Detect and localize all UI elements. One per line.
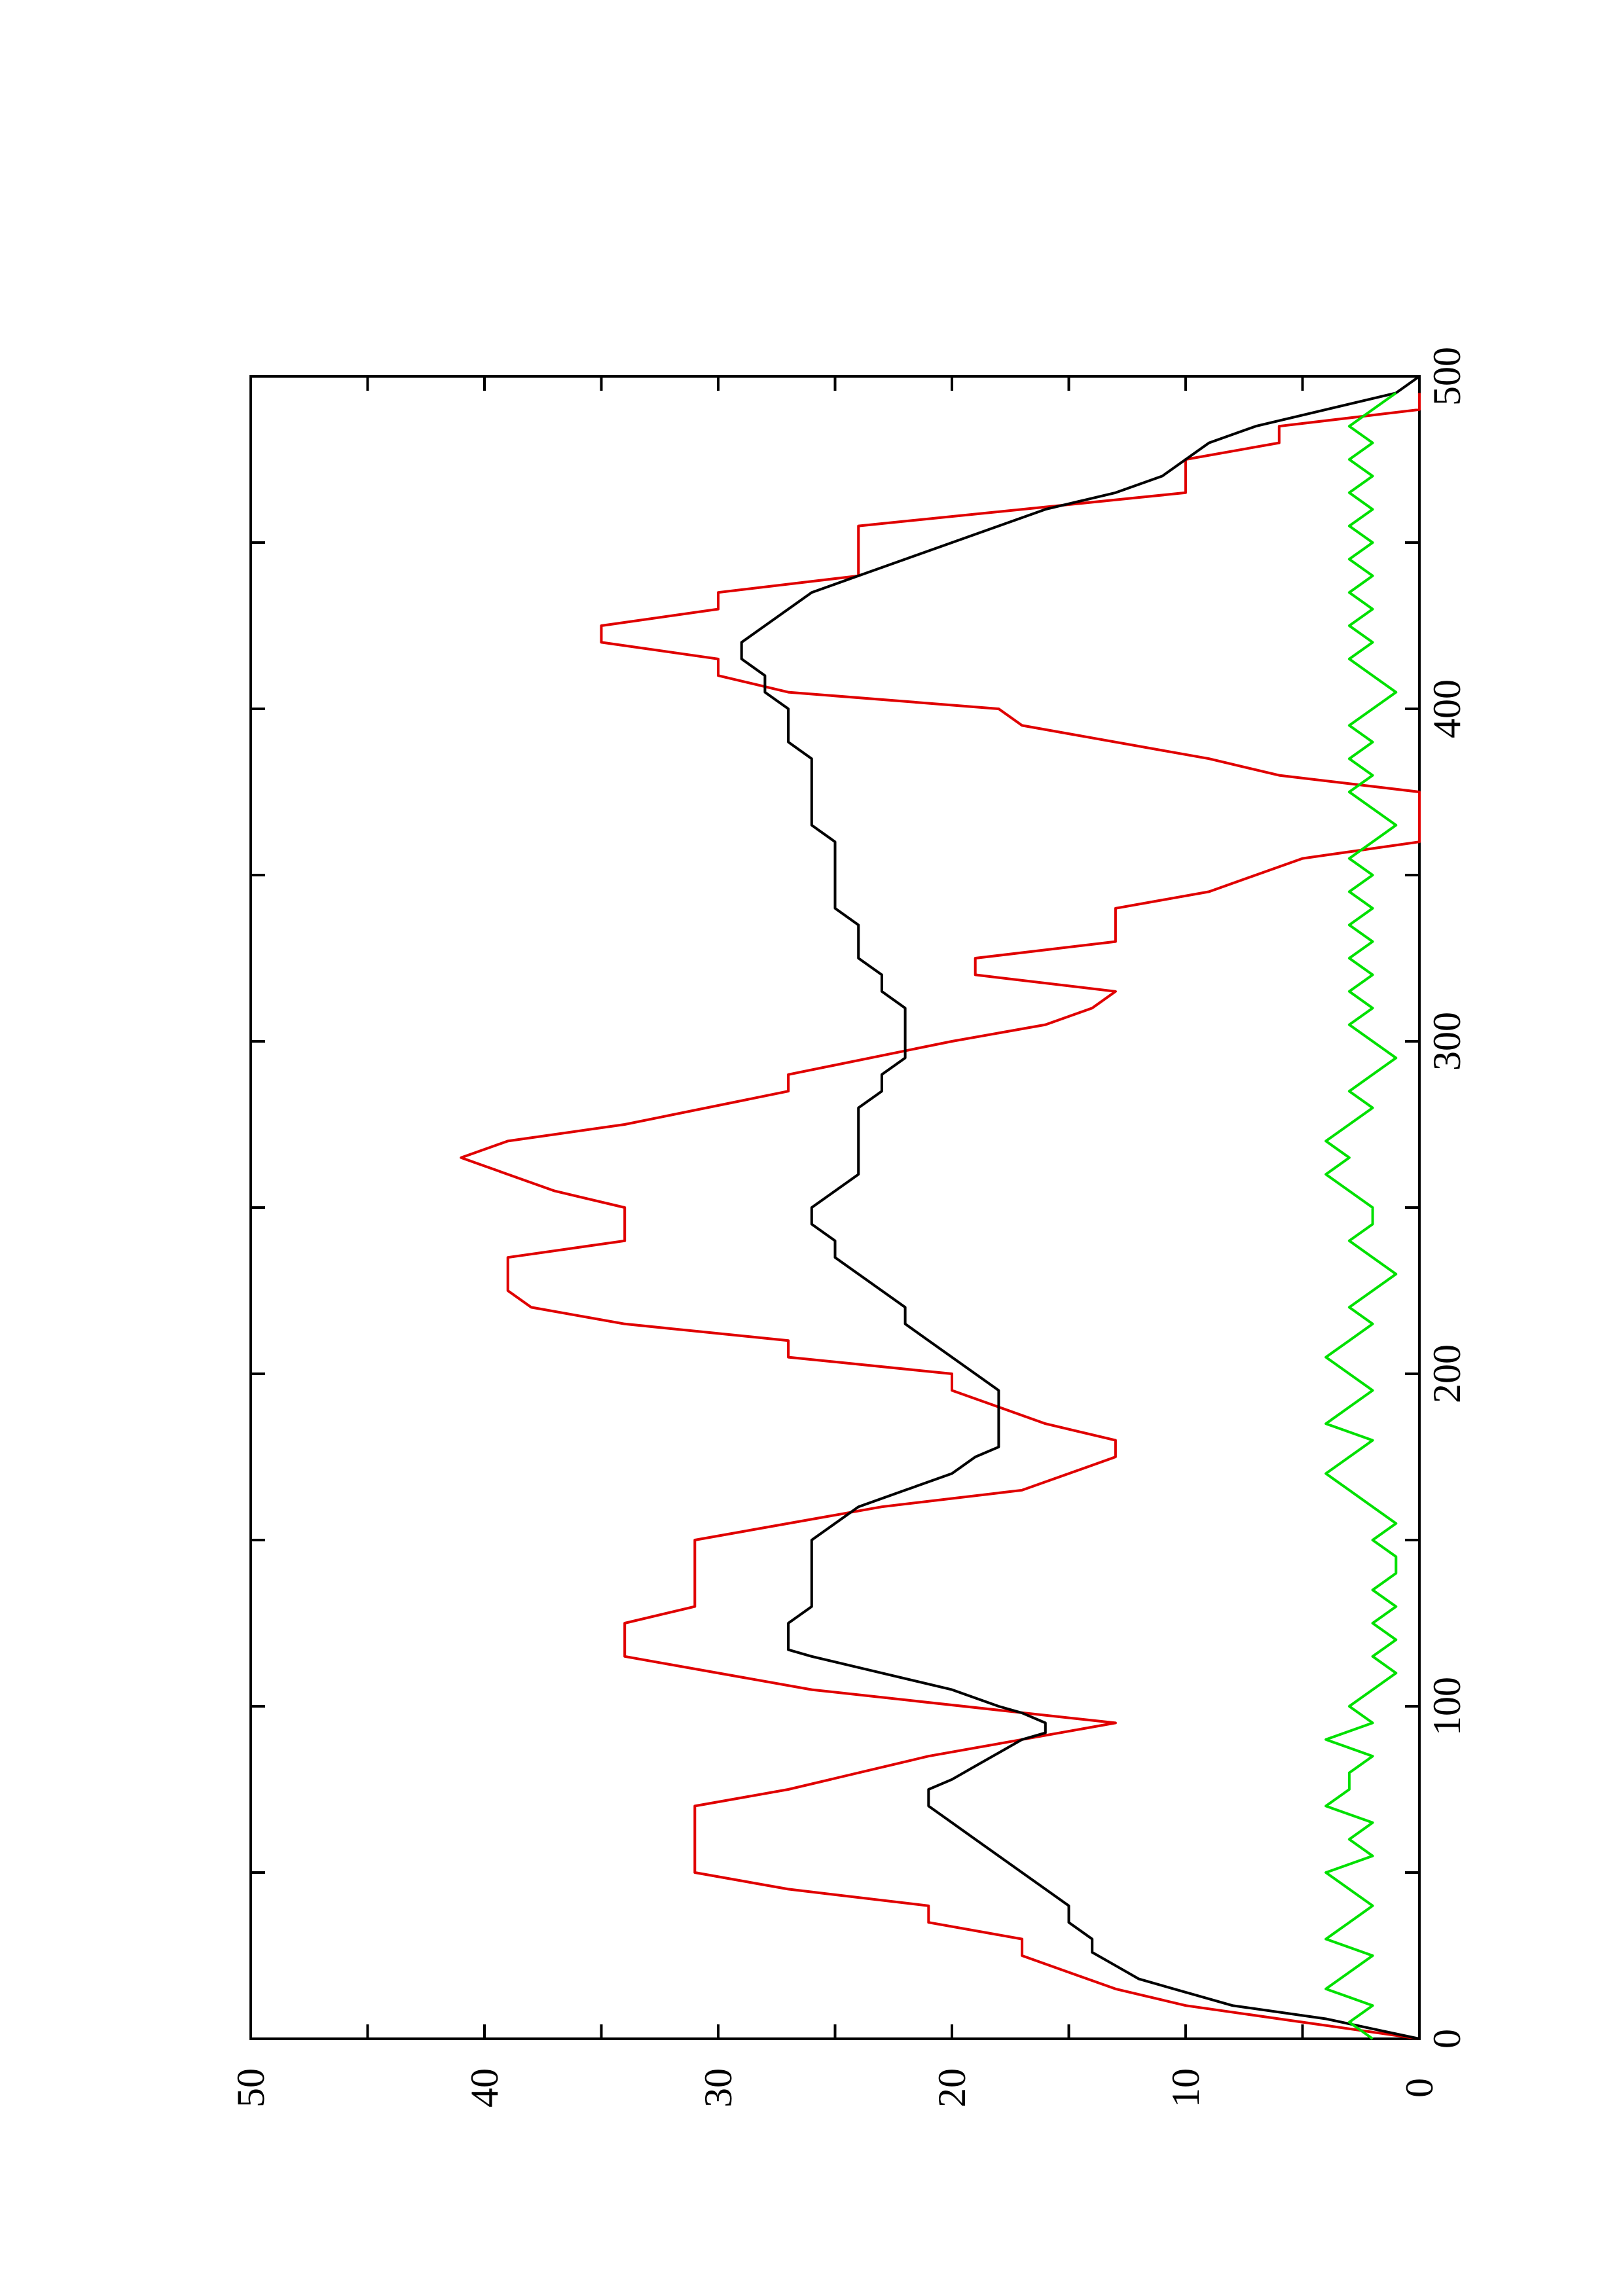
series-line-3 xyxy=(1324,391,1398,2040)
x-tick-label: 100 xyxy=(1425,1677,1468,1736)
y-tick-label: 40 xyxy=(463,2068,506,2108)
y-tick-label: 50 xyxy=(229,2068,272,2108)
plot-frame xyxy=(249,375,1421,2040)
x-tick-label: 300 xyxy=(1425,1012,1468,1071)
y-tick-label: 10 xyxy=(1164,2068,1207,2108)
series-line-2 xyxy=(740,375,1421,2040)
x-tick-label: 200 xyxy=(1425,1344,1468,1403)
y-tick-label: 20 xyxy=(930,2068,974,2108)
x-tick-label: 0 xyxy=(1425,2029,1468,2049)
y-tick-label: 0 xyxy=(1398,2078,1441,2098)
x-tick-label: 500 xyxy=(1425,347,1468,406)
y-tick-label: 30 xyxy=(697,2068,740,2108)
series-line-1 xyxy=(460,393,1421,2040)
x-tick-label: 400 xyxy=(1425,679,1468,738)
